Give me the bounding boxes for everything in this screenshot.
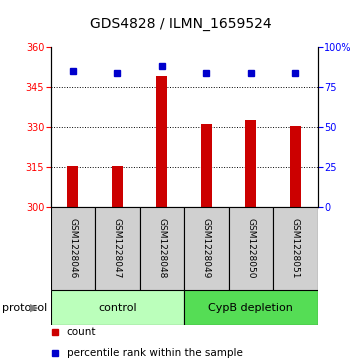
Text: GSM1228047: GSM1228047 <box>113 219 122 279</box>
Text: ▶: ▶ <box>30 303 39 313</box>
Bar <box>273 207 318 290</box>
Text: CypB depletion: CypB depletion <box>208 303 293 313</box>
Bar <box>51 207 95 290</box>
Bar <box>67 166 78 207</box>
Bar <box>156 77 168 207</box>
Text: GSM1228051: GSM1228051 <box>291 219 300 279</box>
Bar <box>290 126 301 207</box>
Bar <box>140 207 184 290</box>
Text: GSM1228046: GSM1228046 <box>68 219 77 279</box>
Text: GSM1228049: GSM1228049 <box>202 219 211 279</box>
Bar <box>245 121 256 207</box>
Text: GSM1228048: GSM1228048 <box>157 219 166 279</box>
Bar <box>184 290 318 325</box>
Text: GSM1228050: GSM1228050 <box>247 219 255 279</box>
Bar <box>184 207 229 290</box>
Bar <box>51 290 184 325</box>
Text: protocol: protocol <box>2 303 47 313</box>
Text: count: count <box>66 327 96 338</box>
Text: control: control <box>98 303 136 313</box>
Bar <box>201 125 212 207</box>
Bar <box>229 207 273 290</box>
Bar <box>95 207 140 290</box>
Text: percentile rank within the sample: percentile rank within the sample <box>66 348 243 358</box>
Bar <box>112 167 123 207</box>
Text: GDS4828 / ILMN_1659524: GDS4828 / ILMN_1659524 <box>90 17 271 30</box>
